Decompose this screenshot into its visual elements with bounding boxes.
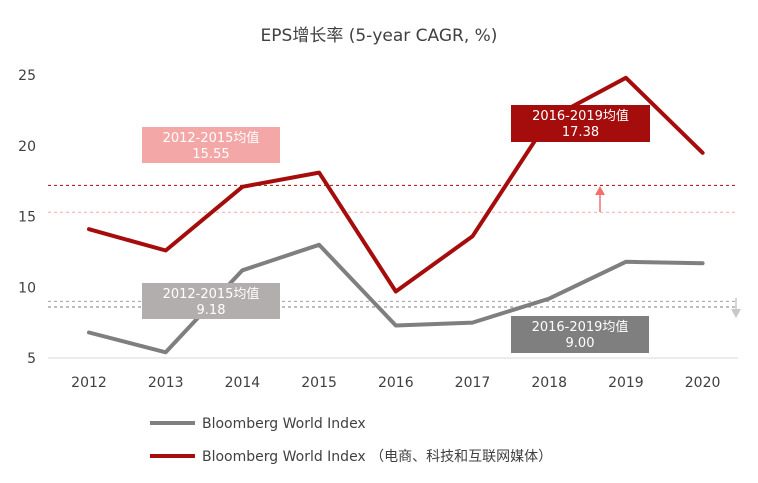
y-tick-label-4: 25 xyxy=(18,68,36,84)
x-tick-label-0: 2012 xyxy=(71,375,107,391)
y-tick-label-3: 20 xyxy=(18,139,36,155)
legend-label-1: Bloomberg World Index （电商、科技和互联网媒体） xyxy=(202,449,552,465)
arrow-down-head xyxy=(731,309,741,318)
annotation-value-2: 9.18 xyxy=(197,303,226,318)
legend-label-0: Bloomberg World Index xyxy=(202,416,366,432)
annotation-value-3: 9.00 xyxy=(566,336,595,351)
x-tick-label-3: 2015 xyxy=(301,375,337,391)
legend: Bloomberg World Index Bloomberg World In… xyxy=(150,416,552,465)
series-lines xyxy=(87,75,705,355)
annotation-label-0: 2012-2015均值 xyxy=(163,130,260,146)
annotation-value-1: 17.38 xyxy=(562,125,599,140)
series-line-0 xyxy=(87,242,705,355)
annotation-box-2 xyxy=(142,283,280,319)
y-tick-label-0: 5 xyxy=(27,351,36,367)
annotation-label-3: 2016-2019均值 xyxy=(532,319,629,335)
x-tick-label-7: 2019 xyxy=(608,375,644,391)
x-axis: 2012 2013 2014 2015 2016 2017 2018 2019 2020 xyxy=(71,375,720,391)
y-axis: 5 10 15 20 25 xyxy=(18,68,36,367)
y-tick-label-1: 10 xyxy=(18,280,36,296)
annotation-box-3 xyxy=(511,316,649,353)
annotation-label-2: 2012-2015均值 xyxy=(163,286,260,302)
y-tick-label-2: 15 xyxy=(18,210,36,226)
annotation-box-0 xyxy=(142,127,280,163)
x-tick-label-1: 2013 xyxy=(148,375,184,391)
annotation-box-1 xyxy=(511,105,650,142)
arrows xyxy=(595,186,741,318)
series-line-1 xyxy=(87,75,705,294)
chart-title: EPS增长率 (5-year CAGR, %) xyxy=(261,26,498,46)
annotation-value-0: 15.55 xyxy=(192,147,229,162)
annotations: 2012-2015均值15.552016-2019均值17.382012-201… xyxy=(142,105,650,353)
x-tick-label-2: 2014 xyxy=(225,375,261,391)
x-tick-label-5: 2017 xyxy=(455,375,491,391)
arrow-up-head xyxy=(595,186,605,195)
annotation-label-1: 2016-2019均值 xyxy=(532,108,629,124)
x-tick-label-4: 2016 xyxy=(378,375,414,391)
x-tick-label-6: 2018 xyxy=(531,375,567,391)
x-tick-label-8: 2020 xyxy=(685,375,721,391)
